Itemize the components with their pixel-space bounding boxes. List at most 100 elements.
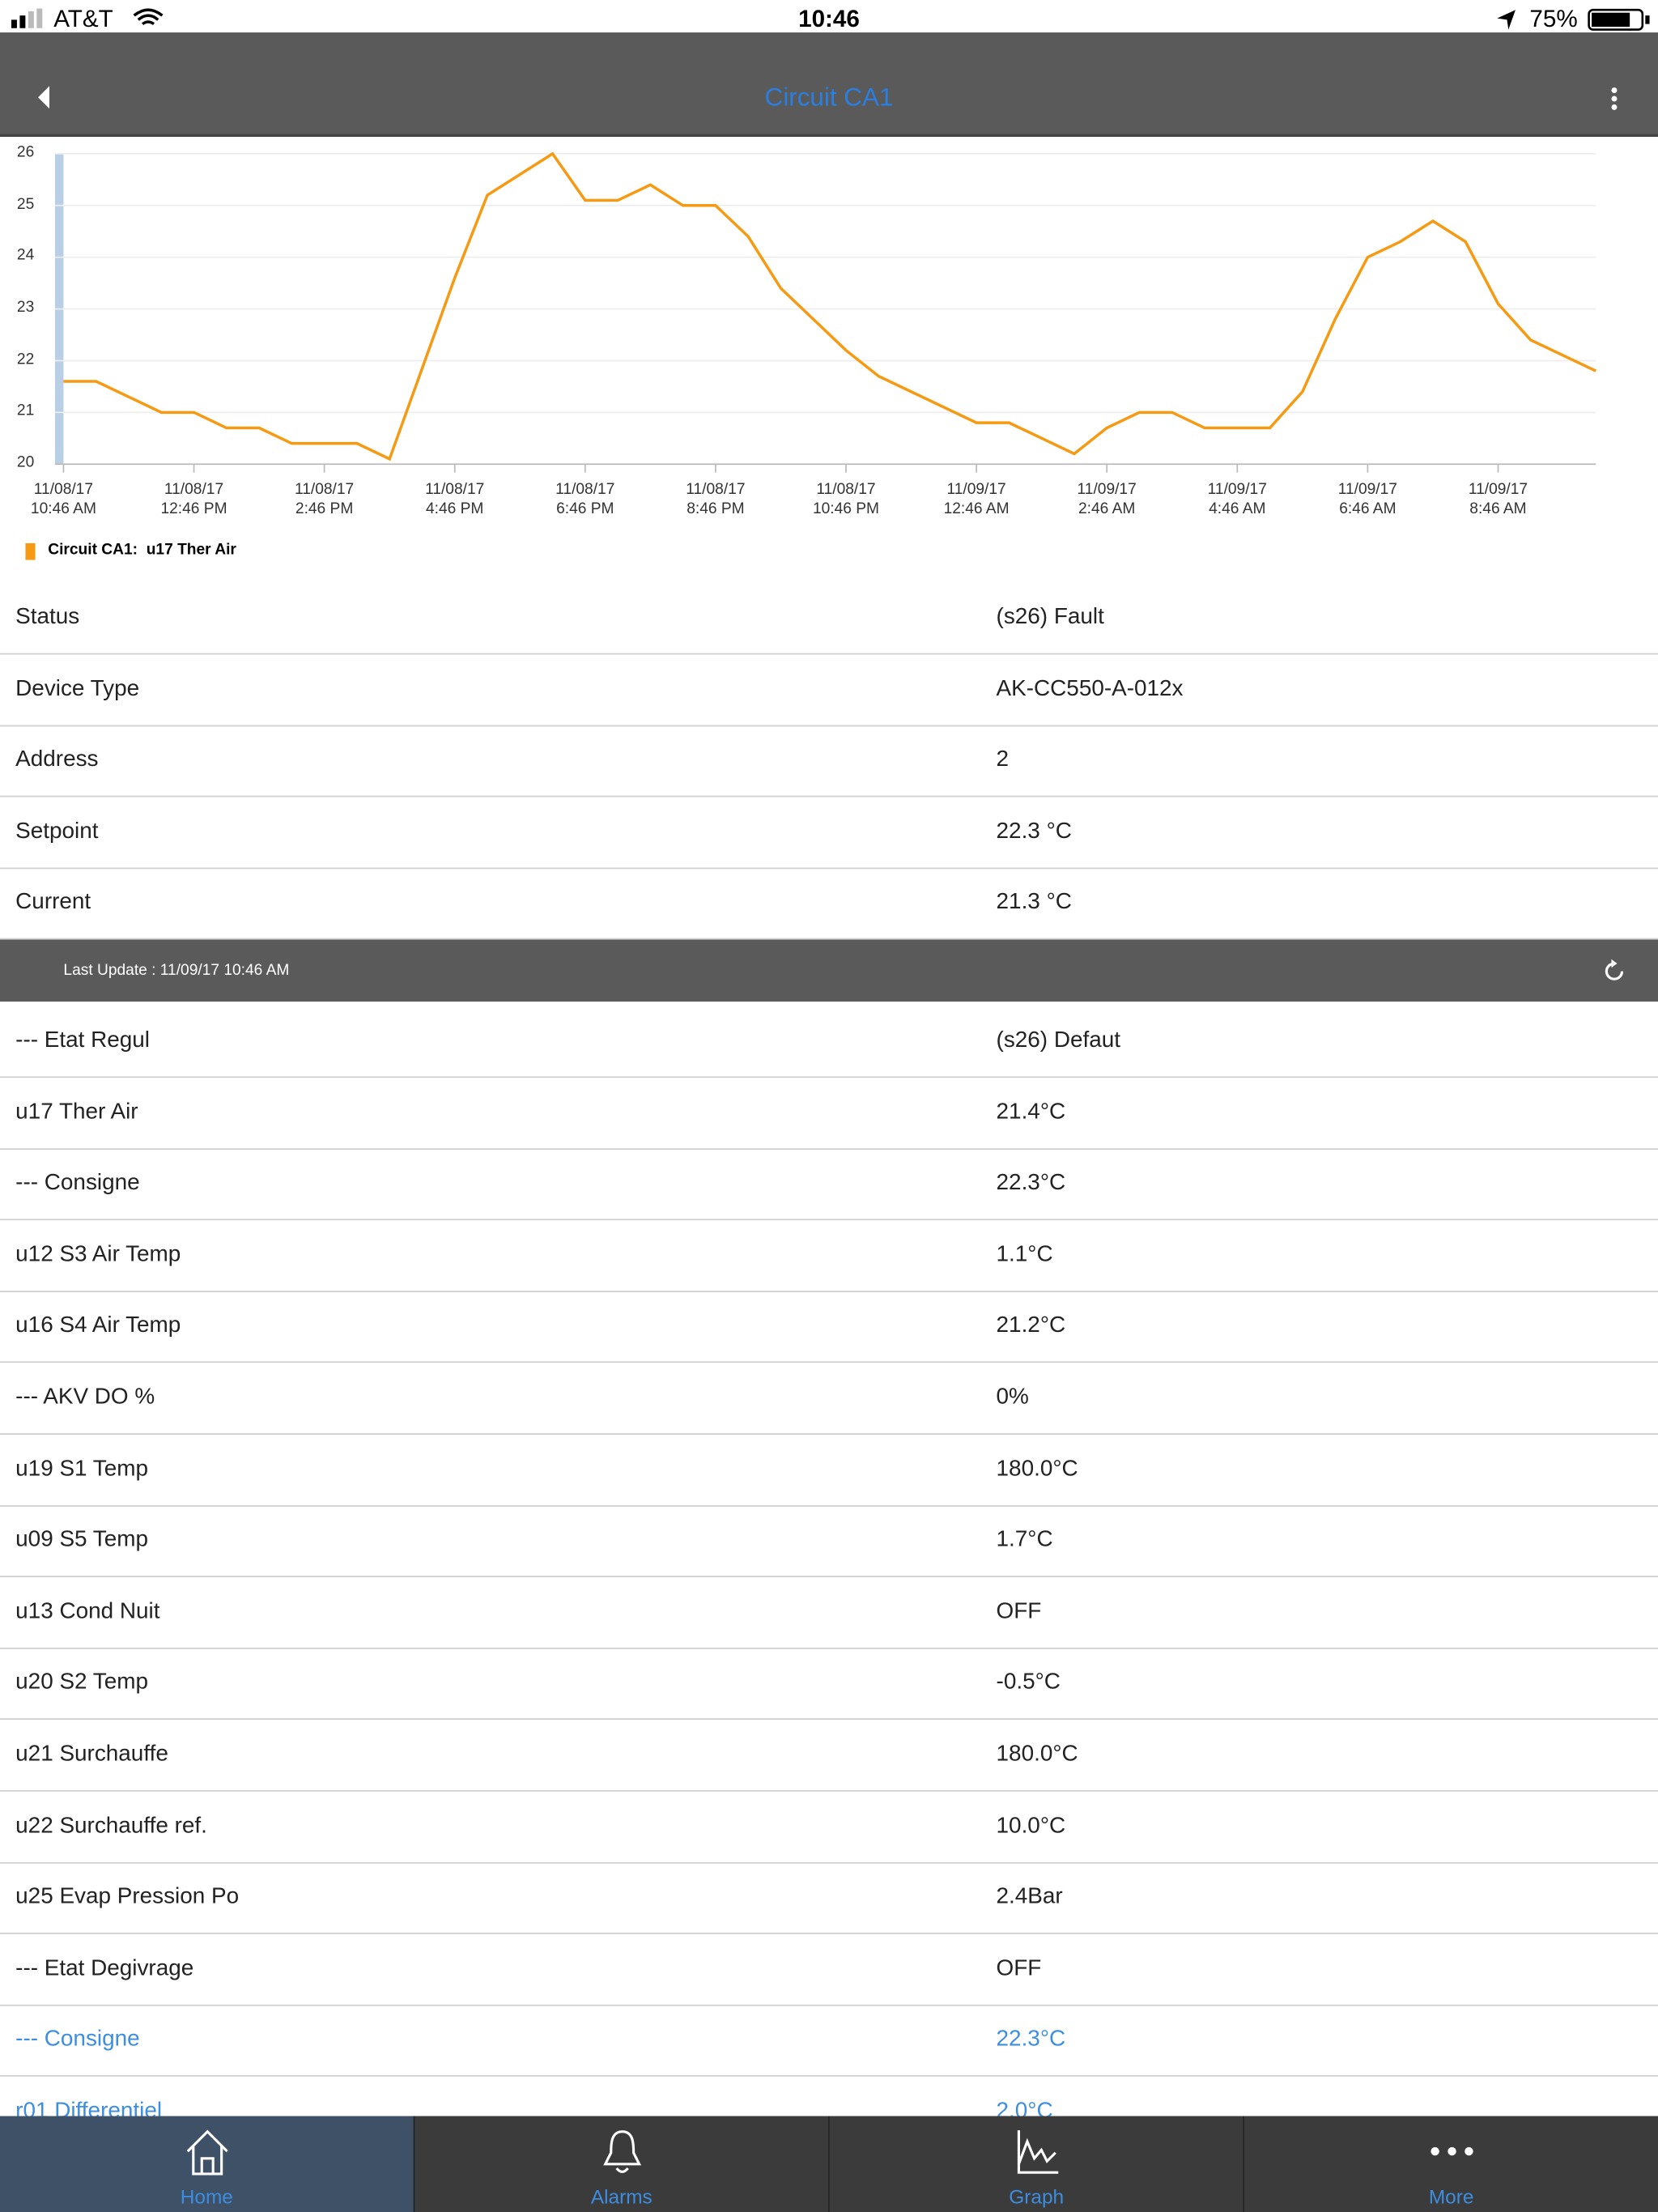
table-row: --- Consigne 22.3°C: [0, 1149, 1658, 1221]
row-value: (s26) Fault: [996, 605, 1104, 630]
row-value: 22.3 °C: [996, 819, 1072, 844]
table-row: Device Type AK-CC550-A-012x: [0, 654, 1658, 726]
y-tick-label: 20: [16, 454, 35, 471]
table-row: u13 Cond Nuit OFF: [0, 1577, 1658, 1649]
carrier: AT&T: [53, 5, 113, 33]
row-value: -0.5°C: [996, 1670, 1061, 1695]
row-label: u12 S3 Air Temp: [15, 1242, 181, 1267]
row-value: 21.2°C: [996, 1313, 1066, 1338]
row-value: 2.0°C: [996, 2099, 1053, 2116]
table-row: Current 21.3 °C: [0, 868, 1658, 941]
row-label: u20 S2 Temp: [15, 1670, 149, 1695]
data-line: [63, 151, 1597, 462]
x-tick-label: 11/08/17 8:46 PM: [686, 481, 746, 518]
legend-label: Circuit CA1: u17 Ther Air: [48, 542, 236, 559]
location-icon: [1497, 10, 1516, 30]
y-tick-label: 21: [16, 402, 35, 420]
table-row: --- AKV DO % 0%: [0, 1363, 1658, 1435]
battery-percent: 75%: [1529, 5, 1578, 33]
wifi-icon: [133, 8, 164, 26]
y-tick-label: 22: [16, 351, 35, 368]
table-row: u12 S3 Air Temp 1.1°C: [0, 1220, 1658, 1292]
tab-alarms[interactable]: Alarms: [414, 2116, 830, 2212]
tab-graph[interactable]: Graph: [829, 2116, 1245, 2212]
clock: 10:46: [798, 5, 860, 33]
tab-label: Graph: [1009, 2184, 1065, 2208]
update-bar: Last Update : 11/09/17 10:46 AM: [0, 939, 1658, 1002]
row-label: --- Etat Regul: [15, 1028, 151, 1053]
table-row: u25 Evap Pression Po 2.4Bar: [0, 1862, 1658, 1935]
table-row: u21 Surchauffe 180.0°C: [0, 1720, 1658, 1792]
row-value: 2.4Bar: [996, 1885, 1063, 1909]
y-tick-label: 26: [16, 143, 35, 161]
y-tick-label: 25: [16, 195, 35, 213]
tab-label: Alarms: [590, 2184, 653, 2208]
row-value: 22.3°C: [996, 2027, 1066, 2052]
graph-icon: [1017, 2129, 1059, 2174]
chart: Circuit CA1: u17 Ther Air 20 21 22 23 24 25 26…: [0, 137, 1658, 580]
menu-button[interactable]: [1609, 86, 1620, 111]
row-value: 21.4°C: [996, 1100, 1066, 1124]
row-label: u16 S4 Air Temp: [15, 1313, 181, 1338]
x-tick-label: 11/08/17 10:46 AM: [30, 481, 96, 518]
row-label: u09 S5 Temp: [15, 1528, 149, 1552]
row-value: 21.3 °C: [996, 891, 1072, 915]
back-button[interactable]: [34, 85, 53, 110]
row-value: 22.3°C: [996, 1171, 1066, 1196]
x-tick-label: 11/08/17 12:46 PM: [160, 481, 227, 518]
update-text: Last Update : 11/09/17 10:46 AM: [63, 962, 290, 980]
table-row: --- Consigne 22.3°C: [0, 2006, 1658, 2078]
table-row: Setpoint 22.3 °C: [0, 797, 1658, 869]
table-row: u20 S2 Temp -0.5°C: [0, 1648, 1658, 1721]
y-tick-label: 24: [16, 247, 35, 265]
row-label: r01 Differentiel: [15, 2099, 163, 2116]
legend-swatch: [25, 542, 36, 560]
table-row: Status (s26) Fault: [0, 583, 1658, 655]
table-row: u09 S5 Temp 1.7°C: [0, 1505, 1658, 1578]
row-value: 180.0°C: [996, 1457, 1078, 1481]
x-tick-label: 11/09/17 2:46 AM: [1077, 481, 1137, 518]
refresh-button[interactable]: [1603, 959, 1626, 982]
row-value: (s26) Defaut: [996, 1028, 1121, 1053]
bell-icon: [603, 2130, 642, 2173]
table-row: r01 Differentiel 2.0°C: [0, 2077, 1658, 2116]
row-label: u25 Evap Pression Po: [15, 1885, 240, 1909]
row-label: Setpoint: [15, 819, 99, 844]
row-value: AK-CC550-A-012x: [996, 676, 1184, 701]
row-label: Status: [15, 605, 80, 630]
tab-more[interactable]: More: [1244, 2116, 1658, 2212]
x-tick-label: 11/08/17 2:46 PM: [294, 481, 355, 518]
tab-label: More: [1428, 2184, 1474, 2208]
row-label: Address: [15, 747, 99, 772]
x-tick-label: 11/09/17 6:46 AM: [1337, 481, 1397, 518]
x-tick-label: 11/08/17 6:46 PM: [555, 481, 615, 518]
x-tick-label: 11/08/17 10:46 PM: [812, 481, 880, 518]
row-label: u21 Surchauffe: [15, 1742, 168, 1767]
row-label: Device Type: [15, 676, 140, 701]
row-label: --- Etat Degivrage: [15, 1956, 194, 1980]
params-table: --- Etat Regul (s26) Defaut u17 Ther Air 21…: [0, 1006, 1658, 2116]
row-value: OFF: [996, 1599, 1042, 1624]
table-row: Address 2: [0, 725, 1658, 798]
header-title: Circuit CA1: [764, 83, 894, 112]
x-tick-label: 11/09/17 8:46 AM: [1468, 481, 1528, 518]
x-tick-label: 11/08/17 4:46 PM: [425, 481, 485, 518]
table-row: u16 S4 Air Temp 21.2°C: [0, 1291, 1658, 1363]
row-label: --- Consigne: [15, 1171, 140, 1196]
row-value: 180.0°C: [996, 1742, 1078, 1767]
table-row: u22 Surchauffe ref. 10.0°C: [0, 1791, 1658, 1863]
row-label: u19 S1 Temp: [15, 1457, 149, 1481]
row-value: 1.7°C: [996, 1528, 1053, 1552]
x-tick-label: 11/09/17 4:46 AM: [1207, 481, 1267, 518]
table-row: --- Etat Regul (s26) Defaut: [0, 1006, 1658, 1078]
status-bar: AT&T 10:46 75%: [0, 0, 1658, 32]
table-row: u17 Ther Air 21.4°C: [0, 1077, 1658, 1150]
table-row: u19 S1 Temp 180.0°C: [0, 1434, 1658, 1507]
table-row: --- Etat Degivrage OFF: [0, 1933, 1658, 2006]
row-label: --- AKV DO %: [15, 1385, 155, 1410]
x-tick-label: 11/09/17 12:46 AM: [943, 481, 1010, 518]
tab-home[interactable]: Home: [0, 2116, 415, 2212]
row-value: 1.1°C: [996, 1242, 1053, 1267]
